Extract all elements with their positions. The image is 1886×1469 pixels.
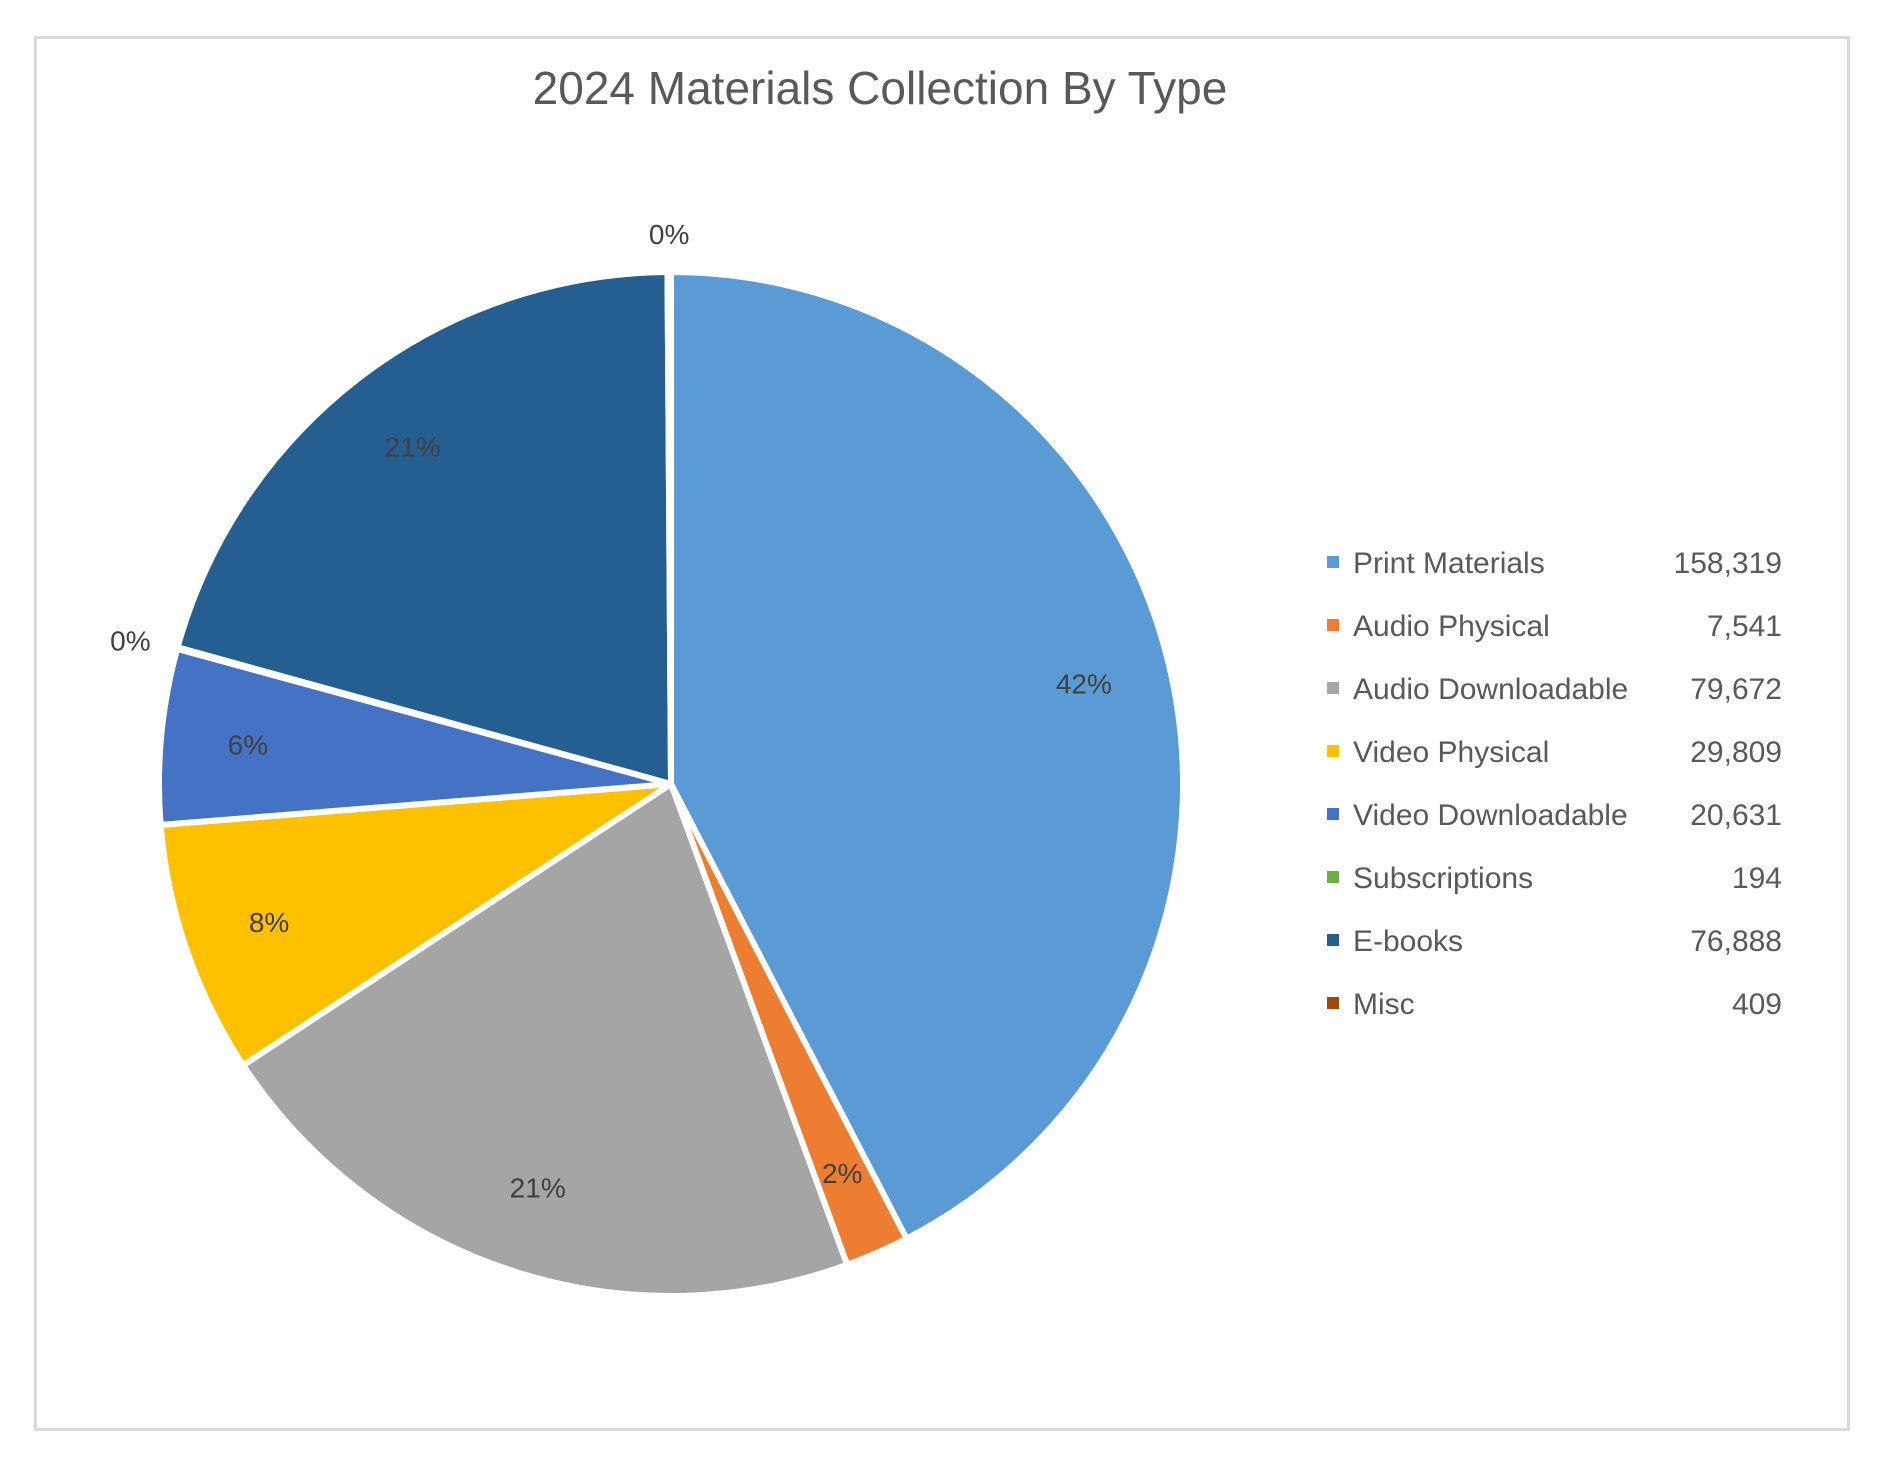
legend-value-misc: 409 [1732,988,1782,1021]
legend-item-subscriptions: Subscriptions 194 [1327,862,1782,895]
legend-value-subscriptions: 194 [1732,862,1782,895]
legend-swatch-subscriptions [1327,871,1339,883]
legend-item-video-downloadable: Video Downloadable 20,631 [1327,799,1782,832]
percent-label-e-books: 21% [385,432,441,463]
legend-item-e-books: E-books 76,888 [1327,925,1782,958]
legend-label-e-books: E-books [1353,925,1463,958]
legend-swatch-misc [1327,997,1339,1009]
legend-value-print-materials: 158,319 [1674,547,1782,580]
legend: Print Materials 158,319 Audio Physical 7,54… [1327,547,1782,1021]
legend-swatch-e-books [1327,934,1339,946]
chart-title: 2024 Materials Collection By Type [533,62,1228,114]
legend-item-print-materials: Print Materials 158,319 [1327,547,1782,580]
slice-video-downloadable [156,645,674,828]
percent-label-video-downloadable: 6% [228,729,268,760]
slice-misc [664,268,674,787]
legend-label-print-materials: Print Materials [1353,547,1545,580]
legend-swatch-audio-physical [1327,619,1339,631]
percent-labels: 42% 2% 21% 8% 6% 0% 21% 0% [110,219,1112,1204]
slice-print-materials [668,269,1186,1242]
legend-value-video-physical: 29,809 [1690,736,1782,769]
legend-label-audio-downloadable: Audio Downloadable [1353,673,1628,706]
percent-label-audio-physical: 2% [822,1158,862,1189]
percent-label-audio-downloadable: 21% [510,1173,566,1204]
legend-swatch-print-materials [1327,556,1339,568]
legend-swatch-video-downloadable [1327,808,1339,820]
legend-item-audio-physical: Audio Physical 7,541 [1327,610,1782,643]
legend-value-video-downloadable: 20,631 [1690,799,1782,832]
slice-video-physical [157,781,674,1069]
legend-label-misc: Misc [1353,988,1415,1021]
legend-label-video-physical: Video Physical [1353,736,1549,769]
pie-slices [156,268,1186,1299]
legend-value-audio-physical: 7,541 [1707,610,1782,643]
legend-item-misc: Misc 409 [1327,988,1782,1021]
legend-label-subscriptions: Subscriptions [1353,862,1533,895]
legend-value-audio-downloadable: 79,672 [1690,673,1782,706]
legend-item-video-physical: Video Physical 29,809 [1327,736,1782,769]
legend-label-video-downloadable: Video Downloadable [1353,799,1628,832]
legend-item-audio-downloadable: Audio Downloadable 79,672 [1327,673,1782,706]
legend-swatch-video-physical [1327,745,1339,757]
percent-label-subscriptions: 0% [110,626,150,657]
legend-label-audio-physical: Audio Physical [1353,610,1550,643]
legend-swatch-audio-downloadable [1327,682,1339,694]
slice-e-books [174,269,674,787]
legend-value-e-books: 76,888 [1690,925,1782,958]
percent-label-video-physical: 8% [249,907,289,938]
slice-audio-downloadable [240,781,851,1299]
percent-label-print-materials: 42% [1056,668,1112,699]
percent-label-misc: 0% [649,219,689,250]
